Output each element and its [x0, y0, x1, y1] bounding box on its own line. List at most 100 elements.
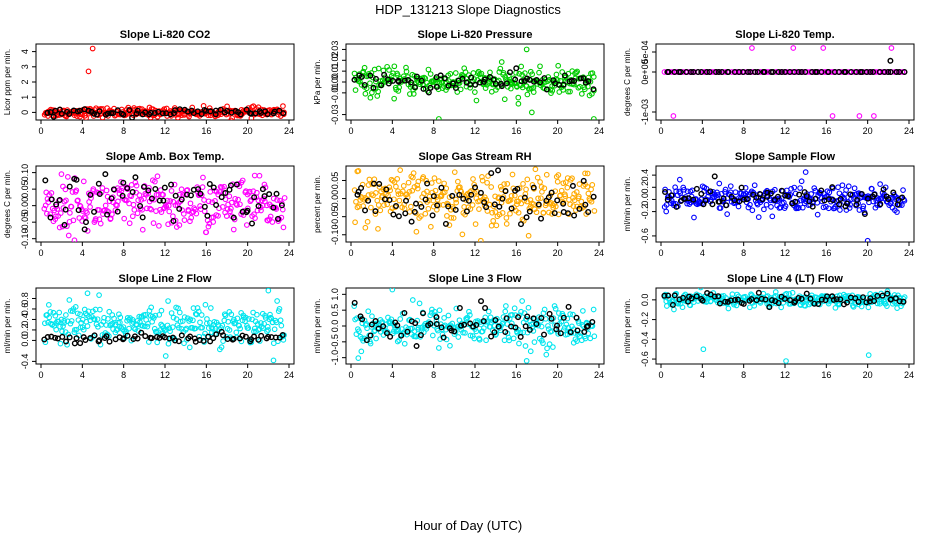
- data-point: [795, 68, 802, 75]
- data-point: [364, 218, 371, 225]
- data-point: [901, 68, 908, 75]
- data-point: [80, 326, 87, 333]
- data-point: [517, 333, 524, 340]
- data-point: [570, 311, 576, 318]
- panel-8: Slope Line 4 (LT) Flow ml/min per min. 0 4 8…: [623, 273, 915, 380]
- data-point: [552, 203, 559, 210]
- y-tick-label: 0.05: [20, 180, 30, 198]
- data-point: [590, 74, 597, 80]
- data-point: [588, 186, 594, 193]
- data-point: [510, 335, 517, 342]
- data-point: [427, 84, 434, 91]
- data-point: [755, 289, 762, 296]
- data-point: [476, 336, 483, 343]
- data-point: [452, 70, 459, 76]
- data-point: [697, 288, 704, 291]
- data-point: [232, 195, 239, 202]
- data-point: [574, 68, 581, 75]
- data-point: [413, 200, 420, 207]
- data-point: [380, 323, 387, 330]
- series-reference: [664, 57, 908, 75]
- x-tick-label: 0: [348, 248, 353, 258]
- data-point: [161, 184, 168, 191]
- data-point: [450, 80, 457, 87]
- data-point: [512, 324, 519, 331]
- data-point: [394, 338, 401, 345]
- data-point: [523, 186, 529, 193]
- data-point: [270, 195, 277, 202]
- data-point: [116, 311, 122, 318]
- data-point: [68, 203, 75, 210]
- x-tick-label: 4: [700, 126, 705, 136]
- data-point: [771, 186, 778, 193]
- data-point: [825, 68, 832, 75]
- data-point: [56, 309, 63, 316]
- data-point: [771, 197, 778, 204]
- series-reference: [41, 328, 286, 347]
- outlier-point: [435, 116, 442, 120]
- data-point: [42, 177, 49, 184]
- data-point: [481, 199, 488, 206]
- data-point: [381, 71, 388, 78]
- data-point: [490, 76, 497, 83]
- data-point: [503, 221, 510, 227]
- data-point: [478, 298, 485, 305]
- data-point: [52, 213, 59, 220]
- y-tick-label: -0.5: [330, 334, 340, 350]
- data-point: [511, 305, 518, 312]
- outlier-point: [888, 45, 895, 51]
- data-point: [829, 184, 836, 191]
- x-tick-label: 20: [863, 370, 873, 380]
- x-tick-label: 12: [160, 248, 170, 258]
- data-point: [743, 196, 750, 203]
- y-tick-label: 0: [20, 110, 30, 115]
- x-tick-label: 16: [201, 126, 211, 136]
- data-point: [490, 217, 497, 224]
- data-point: [52, 334, 59, 341]
- data-point: [590, 306, 597, 313]
- data-point: [881, 68, 888, 75]
- outlier-point: [270, 357, 277, 364]
- data-point: [516, 70, 523, 77]
- y-axis-label: percent per min.: [313, 175, 322, 233]
- data-point: [246, 188, 253, 195]
- data-point: [441, 180, 447, 187]
- data-point: [408, 218, 415, 225]
- x-tick-label: 8: [741, 248, 746, 258]
- data-point: [41, 205, 48, 212]
- data-point: [415, 178, 422, 185]
- data-point: [215, 212, 221, 219]
- data-point: [472, 81, 479, 88]
- data-point: [448, 214, 455, 221]
- data-point: [549, 202, 556, 209]
- data-point: [50, 113, 57, 120]
- data-point: [368, 204, 374, 211]
- y-tick-label: 0.5: [330, 304, 340, 317]
- data-point: [172, 192, 179, 199]
- panel-title: Slope Amb. Box Temp.: [106, 151, 225, 163]
- data-point: [162, 353, 169, 359]
- data-point: [75, 197, 81, 204]
- data-point: [84, 323, 91, 329]
- data-point: [280, 224, 287, 231]
- data-point: [253, 189, 260, 196]
- data-point: [197, 319, 203, 326]
- outlier-point: [670, 113, 677, 119]
- data-point: [420, 85, 427, 92]
- data-point: [487, 69, 493, 76]
- data-point: [276, 306, 283, 312]
- data-point: [526, 208, 533, 215]
- data-point: [252, 215, 258, 221]
- data-point: [536, 69, 542, 76]
- y-tick-label: -0.05: [20, 212, 30, 233]
- data-point: [108, 110, 115, 117]
- data-point: [526, 326, 533, 333]
- y-tick-label: -0.10: [20, 228, 30, 249]
- outlier-point: [749, 45, 755, 51]
- y-tick-label: 4: [20, 49, 30, 54]
- data-point: [448, 327, 455, 334]
- data-point: [222, 312, 229, 319]
- data-point: [451, 328, 458, 335]
- data-point: [775, 68, 782, 75]
- data-point: [420, 174, 427, 180]
